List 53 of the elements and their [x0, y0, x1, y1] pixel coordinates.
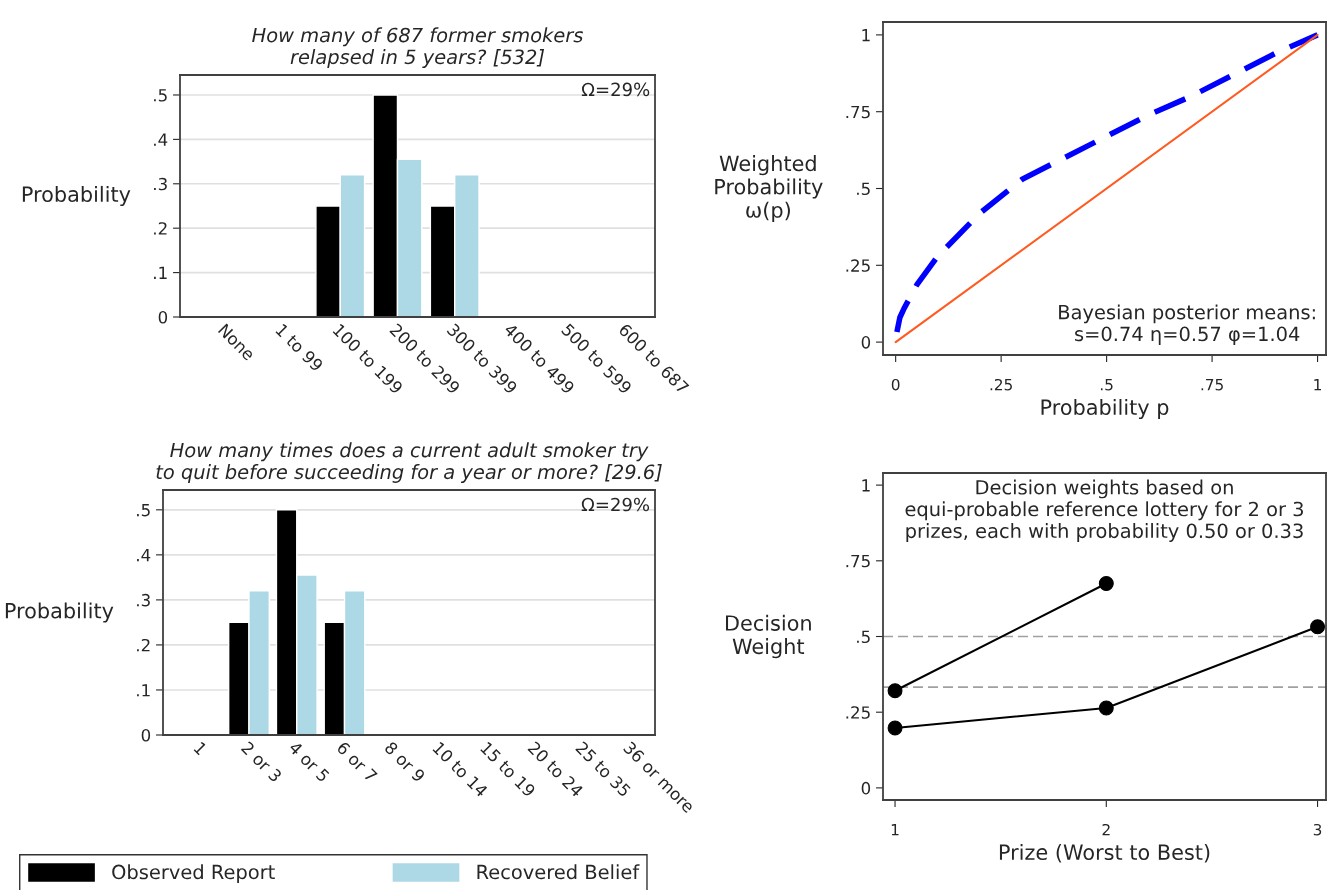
annotation: Decision weights based on equi-probable reference lottery for 2 or 3 prizes, each with probability 0.50 or 0.33: [905, 479, 1303, 542]
y-tick-label: .4: [154, 133, 168, 146]
x-tick-label: 4 or 5: [288, 740, 330, 783]
y-axis-title: Probability: [5, 602, 114, 623]
chart-title: How many of 687 former smokers relapsed in 5 years? [532]: [252, 27, 583, 68]
legend-label: Observed Report: [112, 864, 275, 884]
y-tick-label: .25: [846, 706, 870, 719]
x-tick-label: 6 or 7: [336, 740, 378, 783]
x-tick-label: 2: [1102, 823, 1110, 836]
annotation: Ω=29%: [581, 82, 650, 97]
y-tick-label: 1: [862, 29, 870, 42]
annotation: Bayesian posterior means: s=0.74 η=0.57 φ=1.04: [1059, 304, 1315, 346]
x-tick-label: 2 or 3: [240, 740, 283, 783]
x-tick-label: .75: [1201, 379, 1223, 391]
y-tick-label: .5: [137, 504, 150, 517]
y-tick-label: .3: [154, 177, 167, 191]
y-tick-label: .2: [137, 638, 150, 652]
y-tick-label: 0: [158, 310, 168, 324]
x-tick-label: 1: [1314, 379, 1322, 391]
y-axis-title: Probability: [22, 185, 131, 207]
y-tick-label: .1: [154, 266, 167, 279]
y-tick-label: .2: [154, 222, 167, 235]
x-tick-label: 1: [193, 741, 208, 756]
point: [1310, 619, 1326, 635]
point: [1098, 700, 1114, 716]
y-tick-label: .1: [137, 684, 150, 697]
y-axis-title: Weighted Probability ω(p): [715, 155, 823, 222]
x-tick-label: 1 to 99: [275, 323, 324, 372]
y-tick-label: .5: [154, 89, 167, 102]
annotation: Ω=29%: [581, 497, 650, 512]
y-tick-label: .75: [846, 105, 870, 119]
point: [1098, 576, 1114, 591]
y-tick-label: .3: [137, 593, 150, 607]
x-tick-label: .25: [990, 378, 1012, 391]
x-axis-title: Probability p: [1041, 398, 1169, 420]
x-tick-label: 1: [891, 824, 899, 836]
x-axis-title: Prize (Worst to Best): [999, 843, 1210, 863]
x-tick-label: 0: [891, 378, 900, 391]
y-tick-label: 1: [862, 479, 870, 492]
y-tick-label: .5: [857, 630, 870, 644]
legend-label: Recovered Belief: [477, 864, 640, 880]
point: [887, 720, 903, 736]
y-axis-title: Decision Weight: [726, 614, 811, 659]
y-tick-label: 0: [141, 728, 151, 742]
x-tick-label: 8 or 9: [383, 740, 426, 783]
y-tick-label: .25: [846, 259, 870, 272]
point: [887, 683, 903, 699]
y-tick-label: .4: [137, 549, 151, 562]
y-tick-label: .75: [846, 554, 870, 568]
y-tick-label: .5: [857, 182, 870, 196]
chart-title: How many times does a current adult smoker try to quit before succeeding for a year or more? [29.6]: [156, 442, 662, 483]
x-tick-label: 3: [1313, 823, 1322, 836]
x-tick-label: .5: [1100, 379, 1113, 391]
